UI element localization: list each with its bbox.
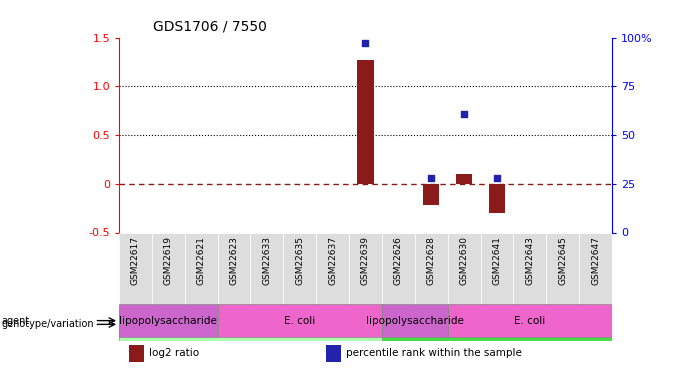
- FancyBboxPatch shape: [382, 232, 415, 308]
- Text: genotype/variation: genotype/variation: [1, 320, 94, 329]
- Text: agent: agent: [1, 316, 30, 326]
- FancyBboxPatch shape: [284, 232, 316, 308]
- Text: GSM22635: GSM22635: [295, 236, 304, 285]
- FancyBboxPatch shape: [447, 304, 612, 337]
- Text: MyD88-/-: MyD88-/-: [472, 320, 522, 329]
- Text: GSM22641: GSM22641: [492, 236, 501, 285]
- FancyBboxPatch shape: [119, 232, 152, 308]
- Bar: [326, 345, 341, 362]
- Text: lipopolysaccharide: lipopolysaccharide: [120, 316, 217, 326]
- Text: GSM22633: GSM22633: [262, 236, 271, 285]
- FancyBboxPatch shape: [447, 232, 481, 308]
- Bar: [489, 184, 505, 213]
- Text: percentile rank within the sample: percentile rank within the sample: [345, 348, 522, 358]
- FancyBboxPatch shape: [382, 308, 612, 340]
- Bar: [423, 184, 439, 205]
- Text: GSM22645: GSM22645: [558, 236, 567, 285]
- FancyBboxPatch shape: [513, 232, 546, 308]
- FancyBboxPatch shape: [316, 232, 349, 308]
- Text: log2 ratio: log2 ratio: [148, 348, 199, 358]
- Text: GSM22617: GSM22617: [131, 236, 140, 285]
- Text: GSM22639: GSM22639: [361, 236, 370, 285]
- Text: lipopolysaccharide: lipopolysaccharide: [366, 316, 464, 326]
- FancyBboxPatch shape: [218, 232, 250, 308]
- Bar: [357, 60, 374, 184]
- Text: E. coli: E. coli: [514, 316, 545, 326]
- Point: [492, 175, 503, 181]
- Text: GSM22628: GSM22628: [427, 236, 436, 285]
- FancyBboxPatch shape: [481, 232, 513, 308]
- Point: [360, 40, 371, 46]
- FancyBboxPatch shape: [349, 232, 382, 308]
- FancyBboxPatch shape: [152, 232, 185, 308]
- Text: GDS1706 / 7550: GDS1706 / 7550: [153, 20, 267, 34]
- Text: GSM22630: GSM22630: [460, 236, 469, 285]
- FancyBboxPatch shape: [119, 304, 218, 337]
- FancyBboxPatch shape: [119, 308, 382, 340]
- Text: GSM22626: GSM22626: [394, 236, 403, 285]
- Bar: [456, 174, 473, 184]
- Bar: [129, 345, 143, 362]
- Text: GSM22621: GSM22621: [197, 236, 205, 285]
- Text: wild type: wild type: [225, 320, 276, 329]
- Text: GSM22619: GSM22619: [164, 236, 173, 285]
- Text: GSM22643: GSM22643: [526, 236, 534, 285]
- FancyBboxPatch shape: [415, 232, 447, 308]
- FancyBboxPatch shape: [250, 232, 284, 308]
- Text: GSM22637: GSM22637: [328, 236, 337, 285]
- FancyBboxPatch shape: [185, 232, 218, 308]
- FancyBboxPatch shape: [382, 304, 447, 337]
- FancyBboxPatch shape: [579, 232, 612, 308]
- FancyBboxPatch shape: [218, 304, 382, 337]
- Text: GSM22623: GSM22623: [230, 236, 239, 285]
- Point: [458, 111, 469, 117]
- Point: [426, 175, 437, 181]
- Text: GSM22647: GSM22647: [591, 236, 600, 285]
- FancyBboxPatch shape: [546, 232, 579, 308]
- Text: E. coli: E. coli: [284, 316, 316, 326]
